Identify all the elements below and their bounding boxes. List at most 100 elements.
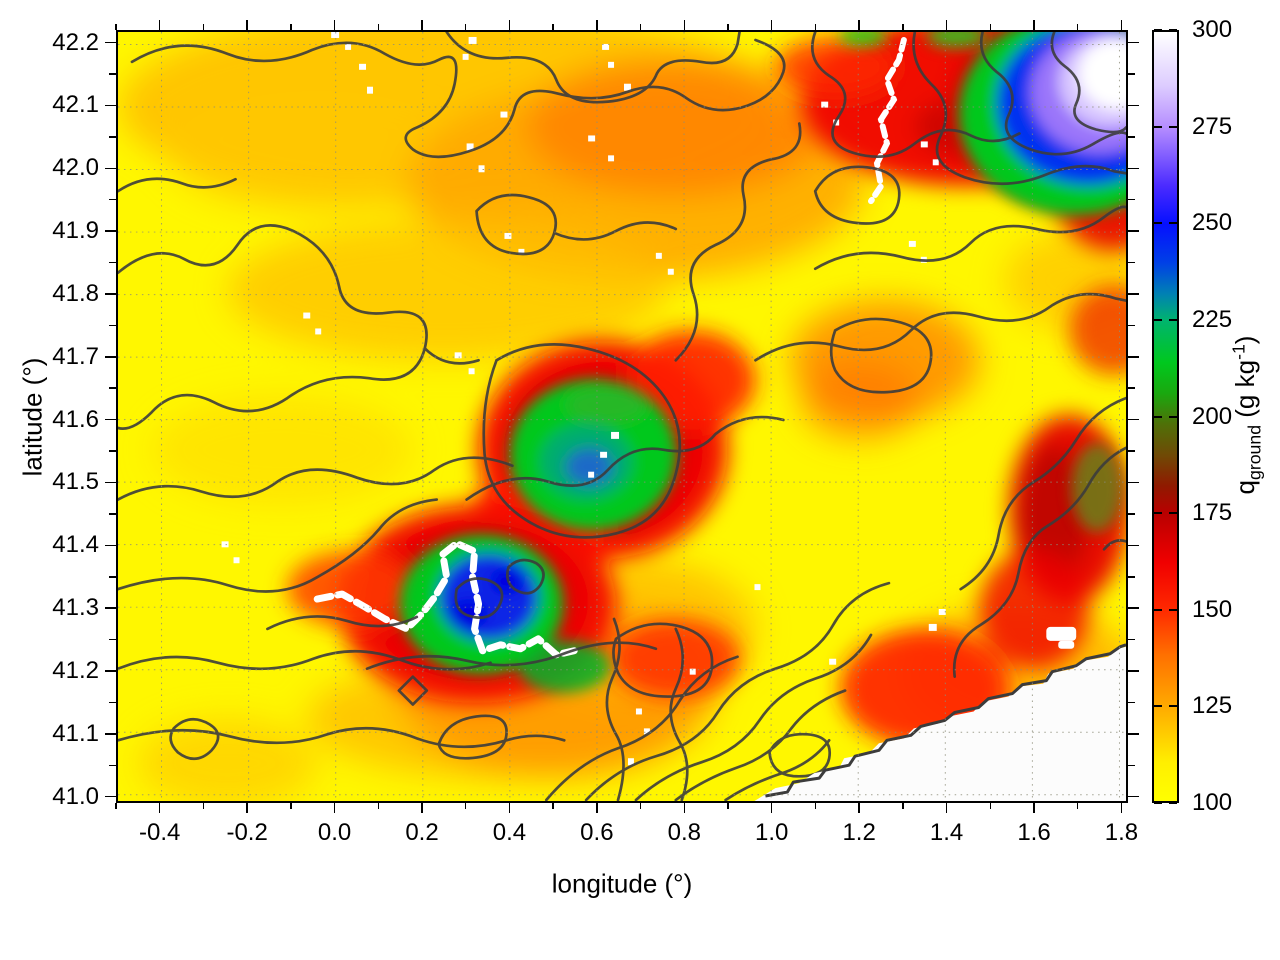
y-tick-label: 42.0 <box>52 154 99 182</box>
colorbar-tick-mark <box>1169 802 1177 804</box>
colorbar-tick-mark <box>1169 415 1177 418</box>
y-tick-label: 41.3 <box>52 594 99 622</box>
missing-data-specks <box>221 32 1077 766</box>
y-minor-tick-mark <box>109 136 116 138</box>
colorbar-tick-mark <box>1169 318 1177 321</box>
y-tick-mark <box>105 481 116 484</box>
x-minor-tick-mark <box>552 803 554 809</box>
x-tick-label: 1.4 <box>929 819 964 846</box>
y-minor-tick-mark <box>1128 764 1135 767</box>
x-minor-tick-mark <box>377 803 380 809</box>
colorbar-tick-mark <box>1169 125 1177 128</box>
x-minor-tick-mark <box>902 803 904 809</box>
river-trace-north <box>868 36 907 205</box>
y-tick-mark <box>105 167 116 169</box>
y-tick-mark <box>1128 544 1139 547</box>
x-minor-tick-mark <box>552 24 554 30</box>
x-minor-tick-mark <box>115 24 117 30</box>
x-minor-tick-mark <box>639 24 642 30</box>
x-minor-tick-mark <box>464 24 467 30</box>
colorbar-title-end: ) <box>1230 335 1261 345</box>
x-tick-label: -0.2 <box>226 819 268 846</box>
colorbar-title-superscript: -1 <box>1228 344 1249 360</box>
y-minor-tick-mark <box>109 387 116 389</box>
y-tick-mark <box>1128 167 1139 169</box>
colorbar-tick-mark <box>1154 608 1162 611</box>
x-minor-tick-mark <box>202 24 205 30</box>
y-minor-tick-mark <box>109 198 116 201</box>
y-minor-tick-mark <box>109 324 116 327</box>
y-minor-tick-mark <box>1128 198 1135 201</box>
colorbar-tick-label: 125 <box>1192 692 1233 720</box>
x-tick-mark <box>1120 20 1123 30</box>
x-tick-mark <box>158 20 161 30</box>
y-tick-mark <box>1128 230 1139 232</box>
y-tick-label: 41.0 <box>52 782 99 810</box>
x-tick-mark <box>858 20 860 30</box>
y-tick-mark <box>1128 293 1139 295</box>
x-tick-mark <box>1120 803 1123 813</box>
y-tick-mark <box>1128 104 1139 107</box>
x-tick-label: 0.2 <box>405 819 439 846</box>
x-minor-tick-mark <box>1076 803 1079 809</box>
x-minor-tick-mark <box>989 803 992 809</box>
y-tick-label: 42.2 <box>52 28 99 56</box>
colorbar-tick-label: 250 <box>1192 209 1233 237</box>
x-tick-mark <box>158 803 161 813</box>
sea-area <box>754 646 1126 801</box>
x-minor-tick-mark <box>814 24 817 30</box>
colorbar-tick-mark <box>1154 125 1162 128</box>
colorbar-tick-mark <box>1154 318 1162 321</box>
y-minor-tick-mark <box>1128 73 1135 75</box>
y-minor-tick-mark <box>109 513 116 515</box>
x-minor-tick-mark <box>989 24 992 30</box>
y-tick-mark <box>105 418 116 421</box>
y-tick-mark <box>105 41 116 44</box>
colorbar-tick-mark <box>1169 608 1177 611</box>
x-minor-tick-mark <box>115 803 117 809</box>
x-tick-mark <box>508 803 511 813</box>
x-tick-mark <box>421 20 423 30</box>
y-tick-label: 41.4 <box>52 531 99 559</box>
x-tick-mark <box>945 20 948 30</box>
y-minor-tick-mark <box>1128 576 1135 578</box>
x-tick-label: 0.8 <box>667 819 701 846</box>
y-minor-tick-mark <box>1128 261 1135 264</box>
x-minor-tick-mark <box>902 24 904 30</box>
y-tick-mark <box>1128 607 1139 609</box>
river-trace-west <box>313 539 578 659</box>
colorbar-title-base: q <box>1230 479 1261 495</box>
x-tick-mark <box>683 20 686 30</box>
x-tick-mark <box>683 803 686 813</box>
y-tick-label: 41.5 <box>52 468 99 496</box>
y-tick-mark <box>105 670 116 672</box>
colorbar-tick-mark <box>1154 802 1162 804</box>
x-tick-label: 0.4 <box>492 819 527 846</box>
y-tick-mark <box>1128 356 1139 358</box>
y-minor-tick-mark <box>1128 513 1135 515</box>
y-minor-tick-mark <box>109 73 116 75</box>
contour-lines <box>118 32 1126 801</box>
colorbar-tick-mark <box>1154 222 1162 225</box>
x-minor-tick-mark <box>814 803 817 809</box>
x-tick-label: 1.0 <box>755 819 789 846</box>
y-tick-mark <box>105 104 116 107</box>
y-tick-label: 41.9 <box>52 217 99 245</box>
colorbar-tick-label: 225 <box>1192 305 1233 333</box>
x-tick-mark <box>246 803 248 813</box>
x-tick-mark <box>596 20 598 30</box>
x-tick-mark <box>770 803 773 813</box>
x-tick-label: 0.6 <box>580 819 614 846</box>
colorbar-tick-mark <box>1154 29 1162 31</box>
x-tick-mark <box>421 803 423 813</box>
y-tick-label: 42.1 <box>52 91 99 119</box>
x-minor-tick-mark <box>1076 24 1079 30</box>
x-minor-tick-mark <box>639 803 642 809</box>
colorbar-title-subscript: ground <box>1244 424 1265 480</box>
y-minor-tick-mark <box>109 638 116 641</box>
y-tick-mark <box>105 795 116 798</box>
x-tick-label: -0.4 <box>139 819 181 846</box>
y-minor-tick-mark <box>1128 324 1135 327</box>
colorbar-tick-label: 300 <box>1192 16 1233 43</box>
x-tick-mark <box>246 20 248 30</box>
